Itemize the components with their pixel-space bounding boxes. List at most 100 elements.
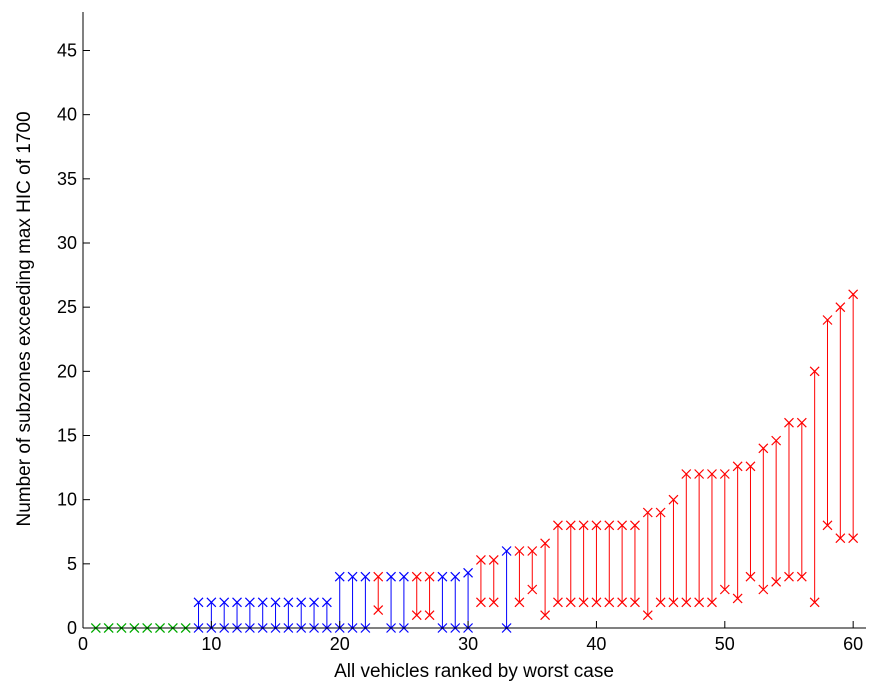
high-marker <box>707 469 717 479</box>
low-marker <box>642 610 653 621</box>
low-marker <box>809 597 820 608</box>
y-tick-label: 10 <box>57 490 77 510</box>
y-tick-label: 45 <box>57 41 77 61</box>
low-marker <box>475 597 486 608</box>
x-tick-label: 40 <box>586 634 606 654</box>
high-marker <box>424 571 435 582</box>
high-marker <box>437 571 448 582</box>
x-axis-label: All vehicles ranked by worst case <box>334 661 614 682</box>
high-marker <box>411 571 422 582</box>
high-marker <box>822 315 833 325</box>
y-tick-label: 25 <box>57 297 77 317</box>
low-marker <box>771 576 782 587</box>
low-marker <box>784 571 794 582</box>
axes: 0 10 20 30 40 50 60 0 5 10 15 20 25 30 35 40 45 <box>57 12 866 654</box>
high-marker <box>219 597 230 608</box>
low-marker <box>745 571 756 582</box>
low-marker <box>707 597 717 608</box>
high-marker <box>373 571 384 582</box>
low-marker <box>681 597 692 608</box>
high-marker <box>206 597 217 608</box>
high-marker <box>553 520 563 531</box>
high-marker <box>655 507 666 518</box>
high-marker <box>630 520 640 531</box>
low-marker <box>488 597 499 608</box>
low-marker <box>848 533 859 544</box>
low-marker <box>630 597 640 608</box>
high-marker <box>193 597 204 608</box>
y-tick-label: 20 <box>57 361 77 381</box>
low-marker <box>796 571 807 582</box>
y-tick-label: 40 <box>57 105 77 125</box>
high-marker <box>540 538 551 549</box>
low-marker <box>540 610 551 621</box>
series-blue <box>193 546 512 633</box>
high-marker <box>835 302 846 313</box>
high-marker <box>809 366 820 377</box>
low-marker <box>565 597 576 608</box>
x-tick-label: 50 <box>715 634 735 654</box>
low-marker <box>373 605 384 615</box>
series-red <box>373 289 859 621</box>
x-tick-label: 20 <box>330 634 350 654</box>
low-marker <box>411 610 422 621</box>
x-tick-label: 10 <box>201 634 221 654</box>
low-marker <box>604 597 615 608</box>
high-marker <box>244 597 255 608</box>
high-marker <box>270 597 281 608</box>
low-marker <box>835 533 846 544</box>
high-marker <box>514 546 525 556</box>
x-tick-label: 30 <box>458 634 478 654</box>
high-marker <box>450 571 461 582</box>
high-marker <box>527 546 538 556</box>
high-marker <box>463 567 474 578</box>
low-marker <box>553 597 563 608</box>
low-marker <box>578 597 589 608</box>
high-marker <box>758 443 769 454</box>
high-marker <box>578 520 589 531</box>
high-marker <box>296 597 307 608</box>
low-marker <box>732 593 743 604</box>
high-marker <box>360 571 371 582</box>
y-tick-label: 30 <box>57 233 77 253</box>
high-marker <box>784 417 794 428</box>
high-marker <box>565 520 576 531</box>
low-marker <box>514 597 525 608</box>
low-marker <box>822 520 833 531</box>
high-marker <box>745 461 756 472</box>
high-marker <box>848 289 859 300</box>
high-marker <box>796 417 807 428</box>
high-marker <box>334 571 345 582</box>
high-marker <box>668 494 679 505</box>
low-marker <box>758 584 769 595</box>
low-marker <box>424 610 435 621</box>
x-tick-label: 0 <box>78 634 88 654</box>
high-marker <box>398 571 409 582</box>
high-marker <box>386 571 396 582</box>
high-marker <box>232 597 242 608</box>
y-tick-label: 5 <box>67 554 77 574</box>
y-axis-label: Number of subzones exceeding max HIC of … <box>14 111 35 526</box>
high-marker <box>321 597 332 608</box>
low-marker <box>591 597 602 608</box>
high-marker <box>681 469 692 479</box>
high-marker <box>591 520 602 531</box>
low-marker <box>719 584 730 595</box>
high-marker <box>694 469 705 479</box>
high-marker <box>347 571 358 582</box>
high-marker <box>475 555 486 565</box>
high-marker <box>771 435 782 446</box>
plot-area <box>90 289 859 633</box>
low-marker <box>527 584 538 595</box>
x-tick-label: 60 <box>843 634 863 654</box>
high-marker <box>257 597 268 608</box>
y-tick-label: 15 <box>57 426 77 446</box>
low-marker <box>617 597 628 608</box>
high-marker <box>719 469 730 479</box>
high-marker <box>732 461 743 472</box>
high-marker <box>283 597 294 608</box>
y-tick-label: 0 <box>67 618 77 638</box>
high-marker <box>309 597 319 608</box>
low-marker <box>668 597 679 608</box>
high-marker <box>617 520 628 531</box>
